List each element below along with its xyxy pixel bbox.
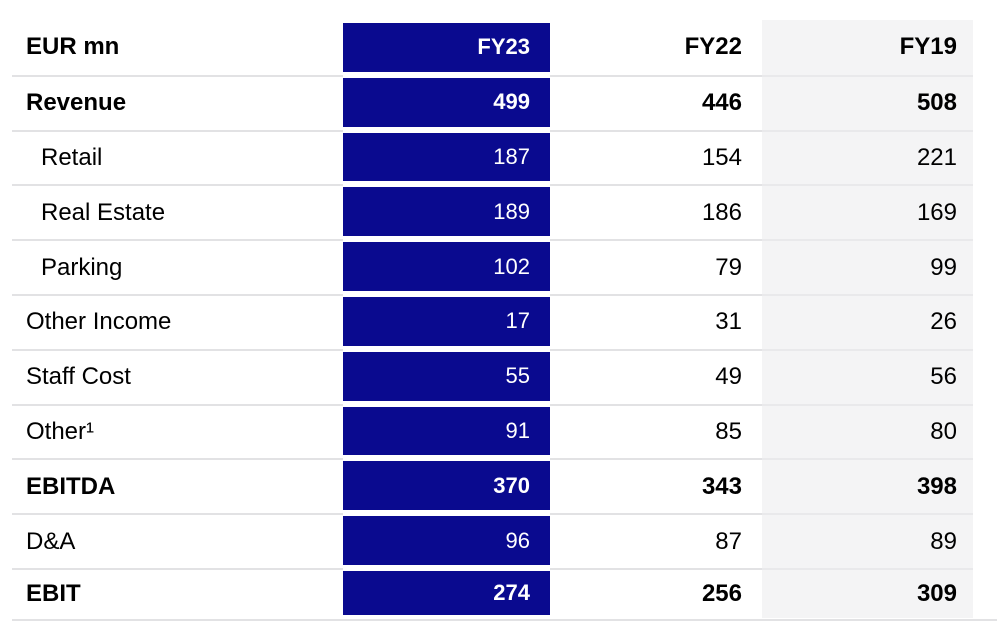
- fy23-value: 55: [343, 351, 550, 401]
- row-label: EBIT: [12, 567, 343, 618]
- fy23-column-header: FY23: [343, 23, 550, 72]
- fy19-value: 80: [762, 403, 973, 459]
- fy23-cell: 91: [343, 404, 550, 459]
- fy23-value: 499: [343, 77, 550, 127]
- fy23-cell: 96: [343, 513, 550, 568]
- row-label: Parking: [12, 239, 343, 294]
- fy23-cell: 370: [343, 458, 550, 513]
- fy19-value: 89: [762, 513, 973, 568]
- fy23-header-cell: FY23: [343, 20, 550, 75]
- fy19-value: 221: [762, 129, 973, 185]
- table-header-row: EUR mn FY23 FY22 FY19: [12, 20, 973, 75]
- row-label: Other¹: [12, 403, 343, 459]
- table-row-retail: Retail 187 154 221: [12, 129, 973, 185]
- row-label: Staff Cost: [12, 348, 343, 404]
- table-row-staff-cost: Staff Cost 55 49 56: [12, 348, 973, 404]
- fy23-value: 17: [343, 296, 550, 346]
- fy22-value: 256: [550, 567, 762, 618]
- table-row-other-income: Other Income 17 31 26: [12, 293, 973, 349]
- table-row-revenue: Revenue 499 446 508: [12, 74, 973, 130]
- fy19-value: 99: [762, 239, 973, 294]
- fy19-value: 56: [762, 348, 973, 404]
- table-row-ebitda: EBITDA 370 343 398: [12, 458, 973, 514]
- fy19-value: 169: [762, 184, 973, 240]
- fy23-value: 187: [343, 132, 550, 182]
- row-label: Retail: [12, 129, 343, 185]
- row-label: Revenue: [12, 74, 343, 130]
- fy19-value: 508: [762, 74, 973, 130]
- fy23-value: 91: [343, 406, 550, 456]
- fy22-value: 87: [550, 513, 762, 568]
- row-label: D&A: [12, 513, 343, 568]
- table-row-parking: Parking 102 79 99: [12, 239, 973, 294]
- row-label: EBITDA: [12, 458, 343, 513]
- table-row-ebit: EBIT 274 256 309: [12, 567, 973, 618]
- fy19-column-header: FY19: [762, 20, 973, 75]
- pnl-table: EUR mn FY23 FY22 FY19 Revenue 499 446 50…: [12, 20, 997, 621]
- fy22-value: 79: [550, 239, 762, 294]
- fy23-value: 102: [343, 242, 550, 291]
- table-row-other: Other¹ 91 85 80: [12, 403, 973, 459]
- fy23-cell: 102: [343, 239, 550, 294]
- fy19-value: 398: [762, 458, 973, 514]
- fy19-value: 26: [762, 293, 973, 349]
- fy23-cell: 55: [343, 349, 550, 404]
- fy23-cell: 499: [343, 75, 550, 130]
- fy22-value: 49: [550, 348, 762, 404]
- fy23-cell: 189: [343, 184, 550, 239]
- fy23-cell: 17: [343, 294, 550, 349]
- unit-label: EUR mn: [26, 33, 120, 61]
- fy22-value: 154: [550, 129, 762, 185]
- fy23-value: 274: [343, 570, 550, 615]
- fy23-value: 189: [343, 187, 550, 237]
- fy23-value: 96: [343, 516, 550, 565]
- row-label: Other Income: [12, 293, 343, 349]
- fy22-column-header: FY22: [684, 33, 742, 61]
- row-label: Real Estate: [12, 184, 343, 239]
- table-row-real-estate: Real Estate 189 186 169: [12, 184, 973, 240]
- fy22-value: 85: [550, 403, 762, 459]
- fy19-value: 309: [762, 567, 973, 618]
- fy22-value: 31: [550, 293, 762, 349]
- fy22-value: 186: [550, 184, 762, 239]
- table-row-da: D&A 96 87 89: [12, 513, 973, 568]
- fy23-cell: 274: [343, 568, 550, 618]
- fy22-value: 343: [550, 458, 762, 513]
- fy23-cell: 187: [343, 130, 550, 185]
- table-bottom-rule: [12, 618, 997, 621]
- fy22-value: 446: [550, 74, 762, 130]
- fy23-value: 370: [343, 461, 550, 511]
